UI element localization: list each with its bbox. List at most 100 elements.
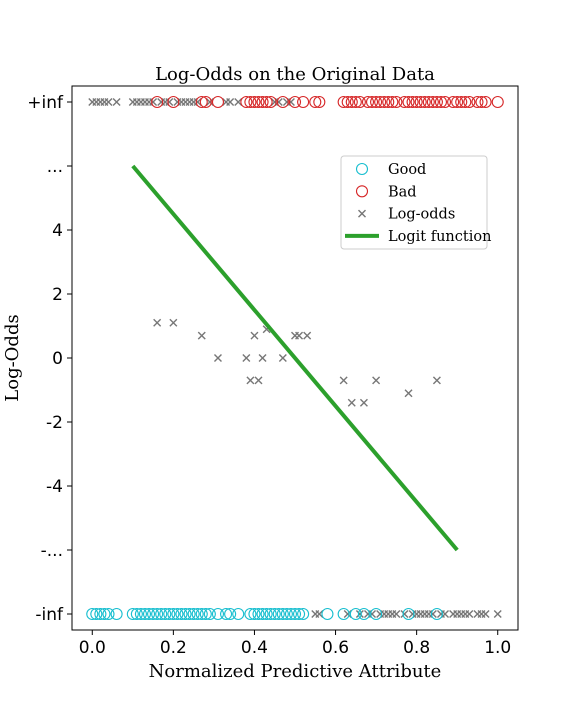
log-odds-point-bottom — [355, 610, 364, 618]
y-tick-label: 2 — [52, 285, 63, 305]
good-point — [337, 607, 350, 621]
y-tick-label: -4 — [46, 477, 63, 497]
log-odds-point — [359, 398, 368, 407]
log-odds-point-bottom — [481, 610, 490, 618]
bad-point — [402, 95, 415, 109]
good-point — [357, 607, 370, 621]
good-point — [126, 607, 139, 621]
log-odds-point — [197, 331, 206, 340]
log-odds-point-top — [226, 98, 235, 106]
x-tick-label: 0.8 — [403, 638, 430, 658]
log-odds-point — [432, 376, 441, 385]
bad-point — [256, 95, 269, 109]
log-odds-point — [372, 376, 381, 385]
bad-point — [463, 95, 476, 109]
legend: Good Bad Log-odds Logit function — [340, 155, 491, 250]
log-odds-point-top — [104, 98, 113, 106]
legend-entry: Logit function — [345, 229, 491, 245]
bad-point — [167, 95, 180, 109]
bad-point — [406, 95, 419, 109]
bad-point — [345, 95, 358, 109]
chart-title: Log-Odds on the Original Data — [155, 64, 435, 85]
log-odds-point — [258, 354, 267, 362]
bad-point — [430, 95, 443, 109]
good-point — [195, 607, 208, 621]
bad-point — [370, 95, 383, 109]
bad-point — [211, 95, 225, 109]
good-point — [134, 607, 147, 621]
x-tick-label: 0.4 — [241, 638, 268, 658]
good-point — [232, 607, 245, 621]
bad-point — [479, 95, 492, 109]
x-tick-label: 0.6 — [322, 638, 349, 658]
y-tick-label: ... — [47, 157, 63, 177]
log-odds-point-bottom — [343, 610, 352, 618]
bad-point — [426, 95, 439, 109]
log-odds-point-top — [165, 98, 174, 106]
log-odds-point-bottom — [441, 610, 450, 618]
legend-label: Logit function — [388, 229, 491, 245]
good-point — [272, 607, 285, 621]
bad-point — [240, 95, 253, 109]
x-tick-label: 0.2 — [160, 638, 187, 658]
bad-point — [459, 95, 472, 109]
log-odds-point — [347, 398, 356, 407]
bad-point — [248, 95, 261, 109]
good-point — [163, 607, 176, 621]
bad-point — [378, 95, 391, 109]
bad-point — [422, 95, 435, 109]
good-point — [191, 607, 204, 621]
legend-marker — [355, 162, 369, 176]
legend-entry: Log-odds — [358, 207, 455, 223]
bad-point — [365, 95, 379, 109]
bad-point — [349, 95, 362, 109]
good-point — [155, 607, 168, 621]
good-point — [288, 607, 302, 621]
log-odds-point-top — [149, 98, 158, 106]
legend-marker — [355, 185, 369, 198]
good-point — [183, 607, 196, 621]
bad-point — [438, 95, 452, 109]
log-odds-point-bottom — [368, 610, 377, 618]
y-axis-label: Log-Odds — [2, 314, 23, 401]
log-odds-point-top — [286, 98, 295, 106]
log-odds-point-bottom — [428, 610, 437, 618]
legend-box — [340, 155, 488, 250]
bad-point — [199, 95, 212, 109]
bad-point — [418, 95, 431, 109]
y-tick-label: -inf — [35, 605, 64, 625]
log-odds-point — [153, 318, 162, 327]
legend-entry: Good — [355, 162, 426, 178]
good-point — [280, 607, 293, 621]
good-point — [86, 607, 99, 621]
bad-point — [410, 95, 423, 109]
good-point — [211, 607, 225, 621]
bad-point — [309, 95, 322, 109]
good-point — [151, 607, 164, 621]
good-point — [402, 607, 415, 621]
bad-point — [386, 95, 399, 109]
y-tick-label: -... — [41, 541, 63, 561]
log-odds-point — [250, 331, 259, 340]
log-odds-point-top — [234, 98, 243, 106]
good-point — [90, 607, 103, 621]
x-axis-label: Normalized Predictive Attribute — [149, 661, 442, 682]
log-odds-point — [213, 354, 222, 362]
log-odds-point — [169, 318, 178, 327]
y-tick-label: -2 — [46, 413, 63, 433]
good-point — [187, 607, 200, 621]
bad-point — [361, 95, 375, 109]
bad-point — [447, 95, 460, 109]
bad-point — [455, 95, 468, 109]
log-odds-point-bottom — [392, 610, 401, 618]
good-point — [102, 607, 115, 621]
log-odds-point — [339, 376, 348, 385]
legend-marker — [358, 209, 366, 218]
good-point — [252, 607, 265, 621]
good-point — [159, 607, 172, 621]
legend-label: Bad — [388, 184, 417, 200]
good-point — [256, 607, 269, 621]
good-point — [244, 607, 257, 621]
log-odds-point-bottom — [315, 610, 324, 618]
good-point — [179, 607, 192, 621]
